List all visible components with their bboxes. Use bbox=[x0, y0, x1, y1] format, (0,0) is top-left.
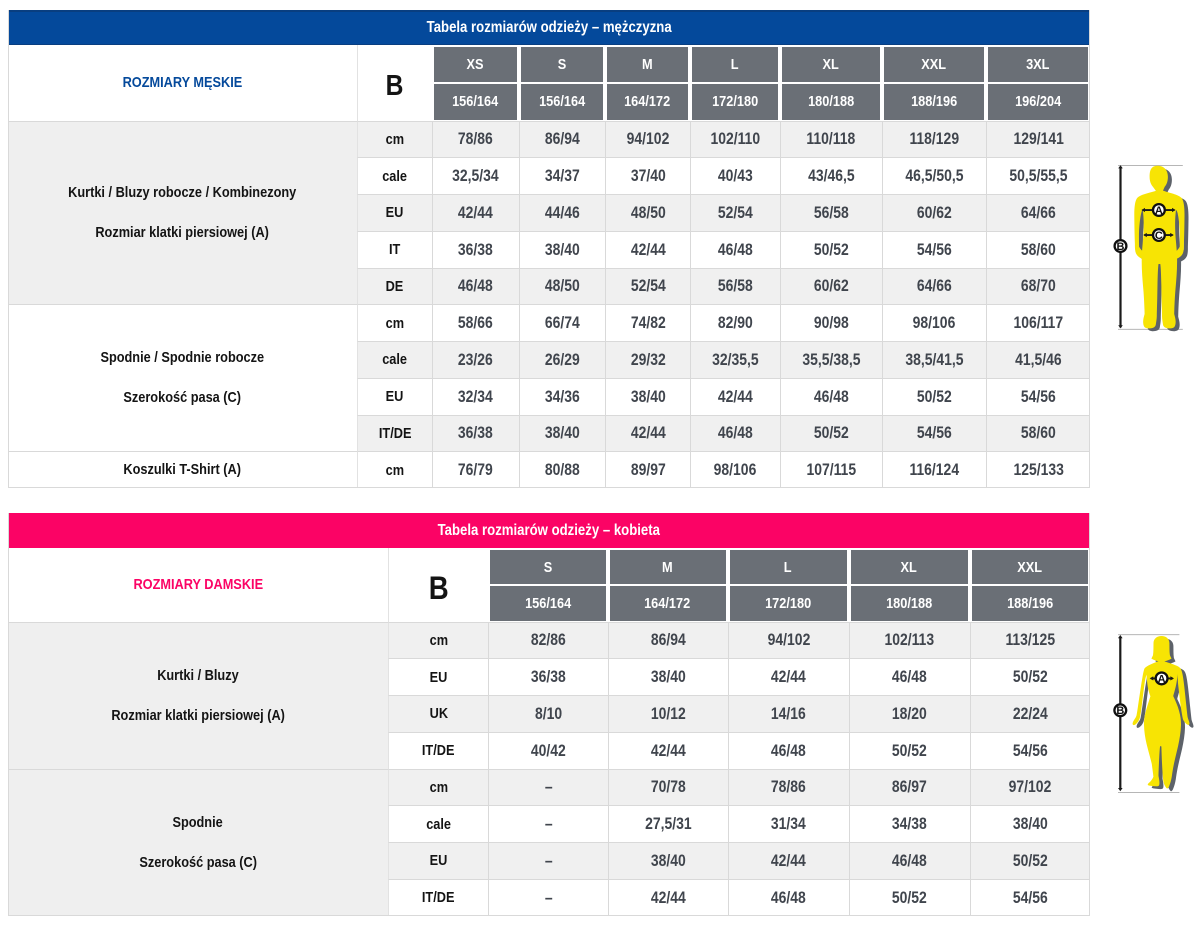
svg-text:B: B bbox=[1117, 241, 1125, 253]
svg-text:A: A bbox=[1155, 205, 1163, 217]
svg-text:B: B bbox=[1116, 705, 1124, 717]
svg-text:A: A bbox=[1158, 673, 1166, 685]
svg-text:C: C bbox=[1155, 230, 1163, 242]
